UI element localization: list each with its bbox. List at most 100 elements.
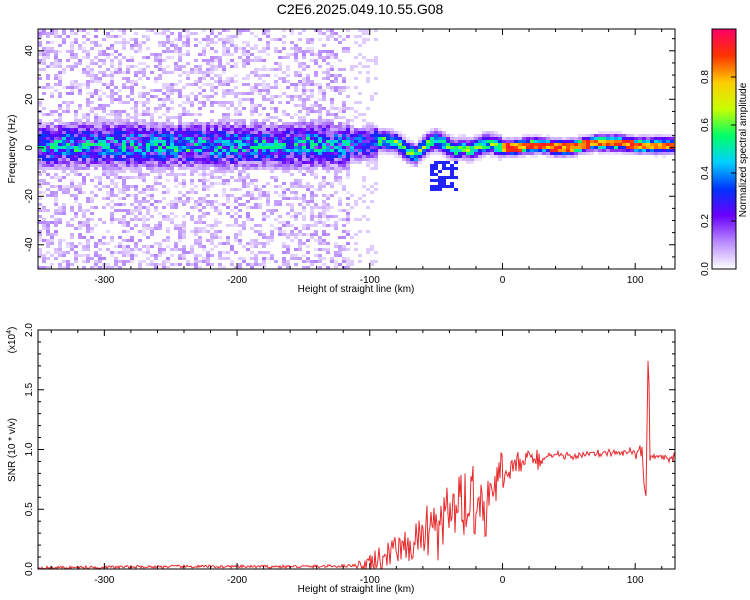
heatmap-cell (262, 89, 266, 92)
heatmap-cell (438, 131, 442, 134)
heatmap-cell (662, 149, 666, 152)
heatmap-cell (162, 29, 166, 32)
heatmap-cell (298, 50, 302, 53)
heatmap-cell (614, 134, 618, 137)
heatmap-cell (610, 149, 614, 152)
heatmap-cell (90, 71, 94, 74)
heatmap-cell (262, 194, 266, 197)
heatmap-cell (666, 143, 670, 146)
heatmap-cell (254, 239, 258, 242)
heatmap-cell (102, 128, 106, 131)
heatmap-cell (558, 140, 562, 143)
heatmap-cell (74, 137, 78, 140)
heatmap-cell (238, 215, 242, 218)
heatmap-cell (38, 251, 42, 254)
heatmap-cell (94, 194, 98, 197)
heatmap-cell (98, 188, 102, 191)
heatmap-cell (242, 143, 246, 146)
heatmap-cell (350, 149, 354, 152)
heatmap-cell (214, 128, 218, 131)
heatmap-cell (310, 83, 314, 86)
heatmap-cell (170, 50, 174, 53)
heatmap-cell (254, 185, 258, 188)
heatmap-cell (142, 173, 146, 176)
heatmap-cell (282, 110, 286, 113)
spectrogram-ylabel: Frequency (Hz) (7, 115, 18, 184)
heatmap-cell (222, 155, 226, 158)
heatmap-cell (522, 134, 526, 137)
heatmap-cell (318, 146, 322, 149)
heatmap-cell (590, 152, 594, 155)
heatmap-cell (54, 32, 58, 35)
heatmap-cell (286, 170, 290, 173)
heatmap-cell (38, 254, 42, 257)
heatmap-cell (362, 41, 366, 44)
heatmap-cell (122, 110, 126, 113)
heatmap-cell (438, 179, 442, 182)
heatmap-cell (326, 131, 330, 134)
heatmap-cell (38, 143, 42, 146)
heatmap-cell (446, 137, 450, 140)
heatmap-cell (518, 152, 522, 155)
heatmap-cell (166, 35, 170, 38)
heatmap-cell (294, 59, 298, 62)
heatmap-cell (294, 152, 298, 155)
heatmap-cell (146, 110, 150, 113)
heatmap-cell (330, 260, 334, 263)
heatmap-cell (130, 209, 134, 212)
heatmap-cell (326, 194, 330, 197)
heatmap-cell (114, 116, 118, 119)
heatmap-cell (82, 155, 86, 158)
heatmap-cell (210, 71, 214, 74)
heatmap-cell (654, 140, 658, 143)
heatmap-cell (202, 188, 206, 191)
heatmap-cell (578, 143, 582, 146)
heatmap-cell (54, 161, 58, 164)
heatmap-cell (550, 140, 554, 143)
heatmap-cell (38, 50, 42, 53)
heatmap-cell (282, 152, 286, 155)
heatmap-cell (162, 146, 166, 149)
heatmap-cell (86, 152, 90, 155)
heatmap-cell (150, 131, 154, 134)
heatmap-cell (238, 113, 242, 116)
heatmap-cell (122, 86, 126, 89)
heatmap-cell (310, 224, 314, 227)
heatmap-cell (182, 86, 186, 89)
heatmap-cell (442, 137, 446, 140)
heatmap-cell (230, 188, 234, 191)
heatmap-cell (522, 143, 526, 146)
heatmap-cell (610, 137, 614, 140)
heatmap-cell (178, 200, 182, 203)
heatmap-cell (170, 92, 174, 95)
heatmap-cell (62, 206, 66, 209)
heatmap-cell (454, 140, 458, 143)
heatmap-cell (38, 104, 42, 107)
heatmap-cell (382, 137, 386, 140)
heatmap-cell (74, 149, 78, 152)
spectrogram-frame (37, 28, 676, 270)
heatmap-cell (262, 152, 266, 155)
heatmap-cell (130, 236, 134, 239)
heatmap-cell (362, 155, 366, 158)
heatmap-cell (186, 197, 190, 200)
heatmap-cell (166, 89, 170, 92)
heatmap-cell (290, 155, 294, 158)
heatmap-cell (182, 95, 186, 98)
heatmap-cell (74, 212, 78, 215)
heatmap-cell (158, 143, 162, 146)
heatmap-cell (114, 152, 118, 155)
heatmap-cell (406, 158, 410, 161)
heatmap-cell (162, 71, 166, 74)
heatmap-cell (66, 92, 70, 95)
heatmap-cell (170, 122, 174, 125)
heatmap-cell (126, 68, 130, 71)
heatmap-cell (98, 89, 102, 92)
heatmap-cell (562, 152, 566, 155)
heatmap-cell (58, 119, 62, 122)
heatmap-cell (90, 227, 94, 230)
heatmap-cell (114, 203, 118, 206)
heatmap-cell (122, 245, 126, 248)
heatmap-cell (142, 155, 146, 158)
heatmap-cell (142, 110, 146, 113)
